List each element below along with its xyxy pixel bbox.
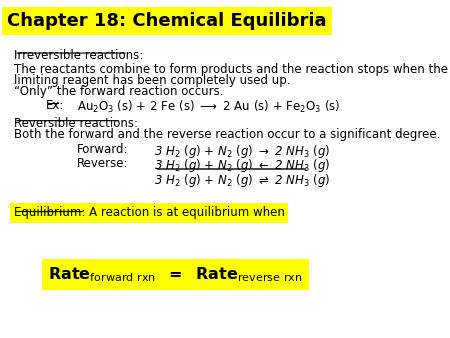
Text: limiting reagent has been completely used up.: limiting reagent has been completely use…: [14, 74, 291, 87]
Text: $\mathbf{Rate}$$_{\mathregular{forward\ rxn}}$  $\mathbf{=}$  $\mathbf{Rate}$$_{: $\mathbf{Rate}$$_{\mathregular{forward\ …: [48, 265, 302, 284]
Text: Ex:: Ex:: [45, 99, 64, 112]
Text: Chapter 18: Chemical Equilibria: Chapter 18: Chemical Equilibria: [7, 12, 327, 30]
Text: Reverse:: Reverse:: [77, 157, 129, 170]
Text: 3 H$_2$ $(g)$ + N$_2$ $(g)$ $\leftarrow$ 2 NH$_3$ $(g)$: 3 H$_2$ $(g)$ + N$_2$ $(g)$ $\leftarrow$…: [154, 157, 330, 174]
Text: “Only” the forward reaction occurs.: “Only” the forward reaction occurs.: [14, 85, 224, 98]
Text: Reversible reactions:: Reversible reactions:: [14, 117, 138, 129]
Text: Forward:: Forward:: [77, 143, 129, 155]
Text: Irreversible reactions:: Irreversible reactions:: [14, 49, 143, 62]
Text: Equilibrium: A reaction is at equilibrium when: Equilibrium: A reaction is at equilibriu…: [14, 206, 285, 219]
Text: Au$_2$O$_3$ (s) + 2 Fe (s) $\longrightarrow$ 2 Au (s) + Fe$_2$O$_3$ (s): Au$_2$O$_3$ (s) + 2 Fe (s) $\longrightar…: [77, 99, 341, 116]
Text: 3 H$_2$ $(g)$ + N$_2$ $(g)$ $\rightarrow$ 2 NH$_3$ $(g)$: 3 H$_2$ $(g)$ + N$_2$ $(g)$ $\rightarrow…: [154, 143, 330, 160]
Text: The reactants combine to form products and the reaction stops when the: The reactants combine to form products a…: [14, 63, 448, 75]
Text: Both the forward and the reverse reaction occur to a significant degree.: Both the forward and the reverse reactio…: [14, 128, 441, 141]
Text: 3 H$_2$ $(g)$ + N$_2$ $(g)$ $\rightleftharpoons$ 2 NH$_3$ $(g)$: 3 H$_2$ $(g)$ + N$_2$ $(g)$ $\rightlefth…: [154, 172, 330, 189]
